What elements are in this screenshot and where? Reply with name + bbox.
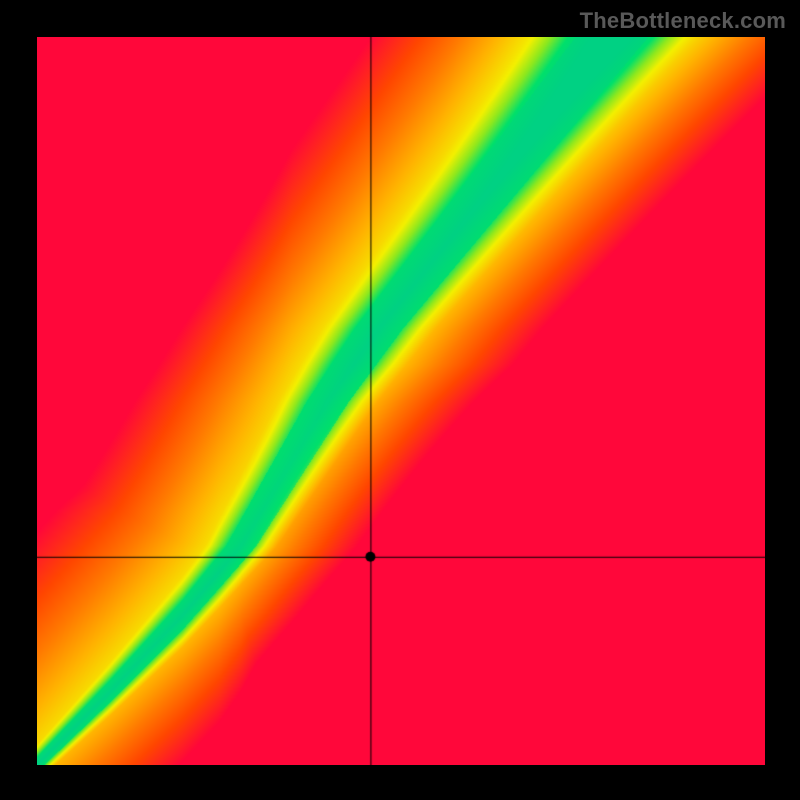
root-container: { "watermark": { "text": "TheBottleneck.… [0, 0, 800, 800]
watermark-text: TheBottleneck.com [580, 8, 786, 34]
bottleneck-heatmap [37, 37, 765, 765]
